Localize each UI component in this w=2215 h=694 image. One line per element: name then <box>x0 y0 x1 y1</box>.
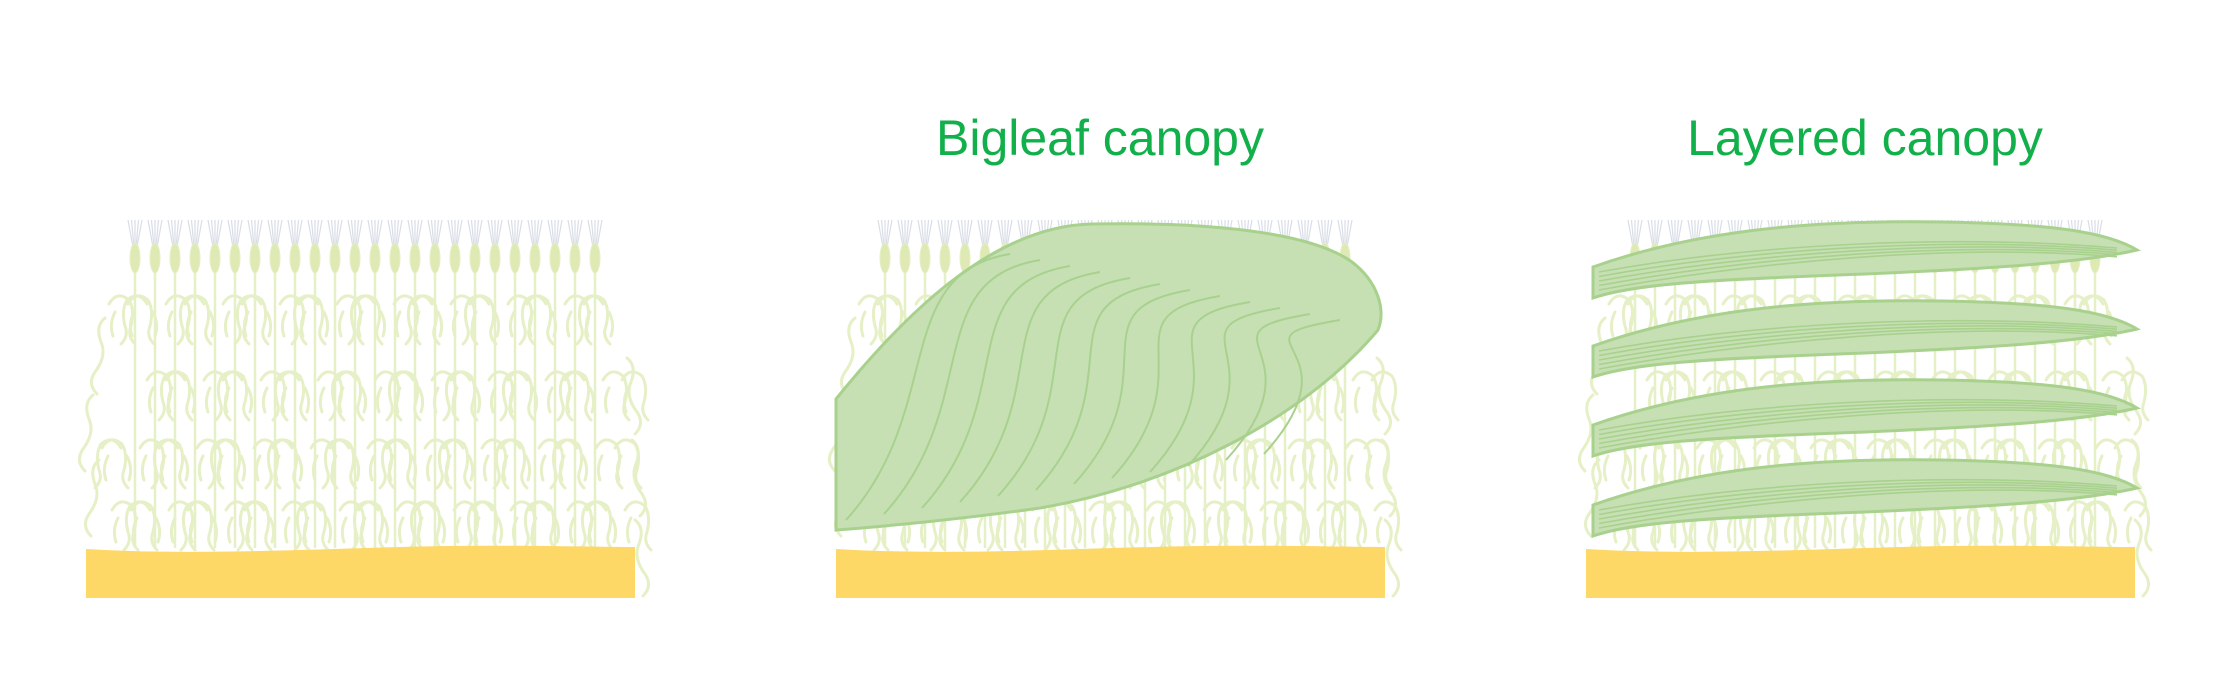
soil-ground <box>1586 545 2135 598</box>
panel-crop-field <box>78 219 653 598</box>
soil-ground <box>836 545 1385 598</box>
panel-layered <box>1578 219 2153 598</box>
crop-leaves <box>78 294 653 598</box>
crop-field-illustration <box>78 219 653 598</box>
layered-canopy-title: Layered canopy <box>1687 110 2043 166</box>
crop-stalks <box>133 268 597 548</box>
leaf-layer <box>1591 299 2141 380</box>
leaf-layer <box>1591 378 2141 459</box>
bigleaf-canopy-title: Bigleaf canopy <box>935 110 1264 166</box>
big-leaf <box>834 222 1383 532</box>
leaf-veins <box>845 253 1341 521</box>
soil-ground <box>86 545 635 598</box>
leaf-layers <box>1591 220 2141 539</box>
panel-bigleaf <box>828 219 1403 598</box>
leaf-layer <box>1591 220 2141 301</box>
crop-ears <box>127 219 603 274</box>
leaf-layer <box>1591 458 2141 539</box>
